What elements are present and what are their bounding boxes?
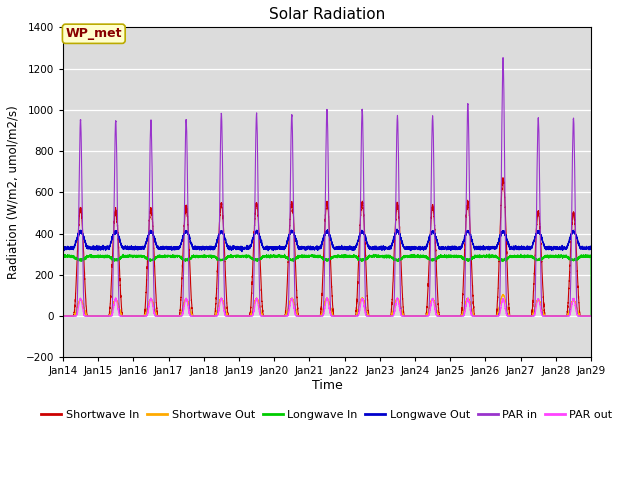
X-axis label: Time: Time xyxy=(312,379,342,392)
Y-axis label: Radiation (W/m2, umol/m2/s): Radiation (W/m2, umol/m2/s) xyxy=(7,106,20,279)
Text: WP_met: WP_met xyxy=(65,27,122,40)
Title: Solar Radiation: Solar Radiation xyxy=(269,7,385,22)
Legend: Shortwave In, Shortwave Out, Longwave In, Longwave Out, PAR in, PAR out: Shortwave In, Shortwave Out, Longwave In… xyxy=(37,406,617,425)
